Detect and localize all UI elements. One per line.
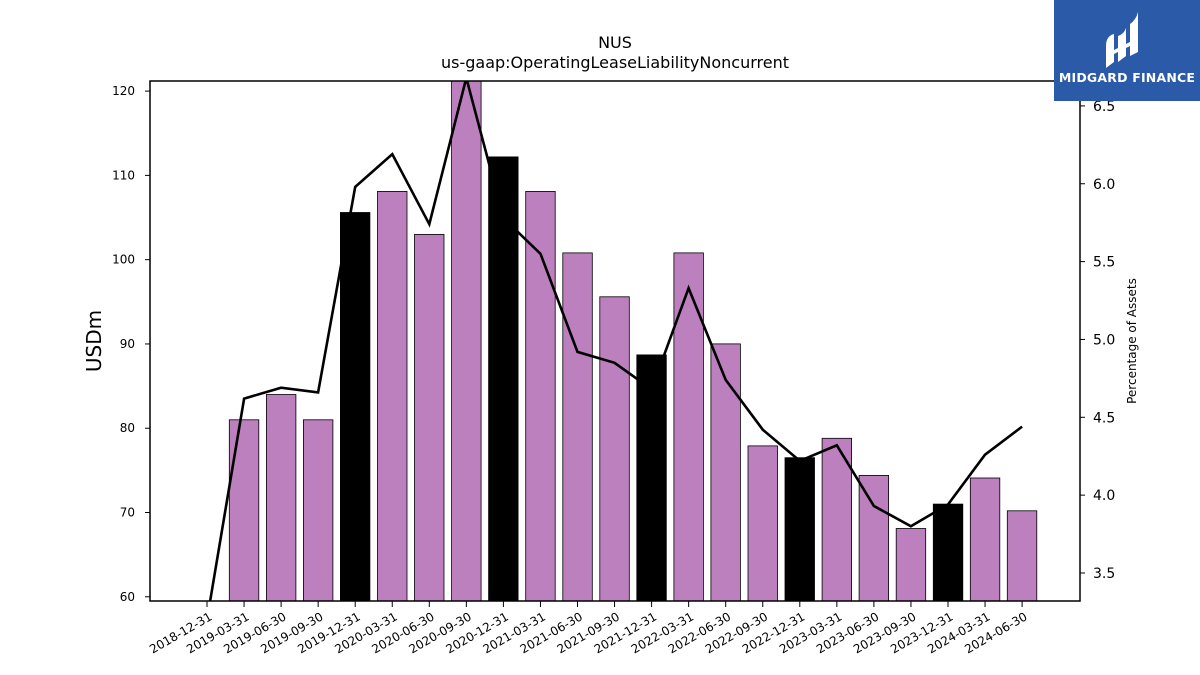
y-tick-label: 120	[112, 84, 135, 98]
chart-title: NUS	[598, 33, 632, 52]
bar	[710, 343, 741, 602]
y2-tick-label: 4.0	[1093, 488, 1115, 504]
logo-text: MIDGARD FINANCE	[1058, 70, 1196, 85]
midgard-logo-icon	[1106, 12, 1138, 68]
y2-tick-label: 4.5	[1093, 410, 1115, 426]
bar	[599, 296, 630, 602]
right-axis: 3.5 4.0 4.5 5.0 5.5 6.0 6.5	[1080, 99, 1115, 582]
bar-series	[228, 80, 1038, 602]
y-tick-label: 100	[112, 253, 135, 267]
bar	[895, 528, 927, 602]
bar	[673, 252, 704, 602]
y2-tick-label: 6.5	[1093, 99, 1115, 115]
bar	[339, 212, 371, 602]
line-series	[208, 81, 1023, 601]
y2-tick-label: 5.0	[1093, 332, 1115, 348]
bar	[858, 474, 889, 602]
y-axis-label: USDm	[82, 310, 106, 372]
y-tick-label: 110	[112, 168, 135, 182]
bar	[932, 503, 964, 602]
chart-subtitle: us-gaap:OperatingLeaseLiabilityNoncurren…	[441, 53, 789, 72]
bar	[302, 419, 334, 602]
bar	[969, 477, 1001, 602]
logo: MIDGARD FINANCE	[1054, 0, 1200, 101]
y-tick-label: 90	[120, 337, 135, 351]
bar	[784, 457, 815, 602]
y2-tick-label: 5.5	[1093, 255, 1115, 271]
bar	[265, 394, 297, 602]
bar	[377, 190, 408, 602]
bar	[747, 445, 778, 602]
bar	[821, 437, 852, 602]
bar	[414, 233, 445, 602]
y2-axis-label: Percentage of Assets	[1125, 278, 1139, 404]
y2-tick-label: 3.5	[1093, 566, 1115, 582]
y-tick-label: 80	[120, 421, 135, 435]
line-percentage-of-assets	[208, 81, 1023, 601]
bar	[451, 80, 482, 602]
bar	[636, 354, 667, 602]
bar	[488, 156, 519, 602]
bar	[228, 419, 260, 602]
y-tick-label: 60	[120, 590, 135, 604]
bar	[562, 252, 593, 602]
bar	[1006, 510, 1038, 602]
left-axis: 60 70 80 90 100 110 120	[112, 84, 150, 604]
y-tick-label: 70	[120, 506, 135, 520]
x-axis: 2018-12-312019-03-312019-06-302019-09-30…	[147, 601, 1030, 656]
y2-tick-label: 6.0	[1093, 177, 1115, 193]
